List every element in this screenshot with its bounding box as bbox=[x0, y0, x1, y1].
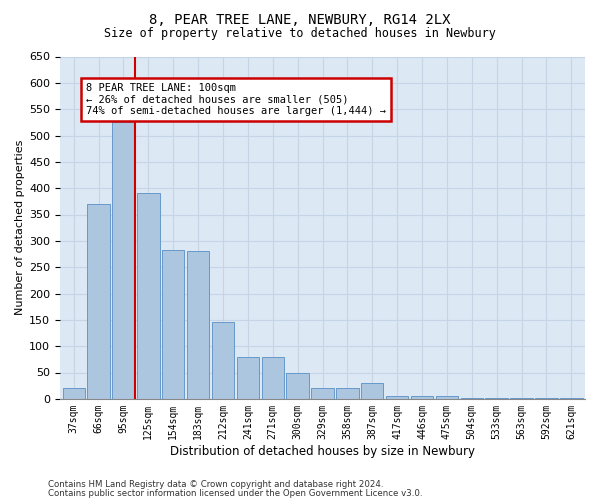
Bar bbox=[485, 398, 508, 399]
Bar bbox=[361, 383, 383, 399]
Bar bbox=[436, 396, 458, 399]
Text: 8 PEAR TREE LANE: 100sqm
← 26% of detached houses are smaller (505)
74% of semi-: 8 PEAR TREE LANE: 100sqm ← 26% of detach… bbox=[86, 83, 386, 116]
Bar bbox=[336, 388, 359, 399]
Bar bbox=[461, 398, 483, 399]
Bar bbox=[286, 372, 309, 399]
Bar bbox=[411, 396, 433, 399]
Bar bbox=[62, 388, 85, 399]
Bar bbox=[386, 396, 409, 399]
Bar bbox=[262, 356, 284, 399]
Bar bbox=[187, 252, 209, 399]
Text: Contains public sector information licensed under the Open Government Licence v3: Contains public sector information licen… bbox=[48, 489, 422, 498]
Bar bbox=[112, 122, 134, 399]
Text: Contains HM Land Registry data © Crown copyright and database right 2024.: Contains HM Land Registry data © Crown c… bbox=[48, 480, 383, 489]
Text: Size of property relative to detached houses in Newbury: Size of property relative to detached ho… bbox=[104, 28, 496, 40]
Bar bbox=[311, 388, 334, 399]
Bar bbox=[137, 194, 160, 399]
Bar bbox=[560, 398, 583, 399]
Bar bbox=[236, 356, 259, 399]
Bar bbox=[212, 322, 234, 399]
Bar bbox=[511, 398, 533, 399]
Bar bbox=[88, 204, 110, 399]
Text: 8, PEAR TREE LANE, NEWBURY, RG14 2LX: 8, PEAR TREE LANE, NEWBURY, RG14 2LX bbox=[149, 12, 451, 26]
Bar bbox=[535, 398, 557, 399]
Bar bbox=[162, 250, 184, 399]
X-axis label: Distribution of detached houses by size in Newbury: Distribution of detached houses by size … bbox=[170, 444, 475, 458]
Y-axis label: Number of detached properties: Number of detached properties bbox=[15, 140, 25, 316]
